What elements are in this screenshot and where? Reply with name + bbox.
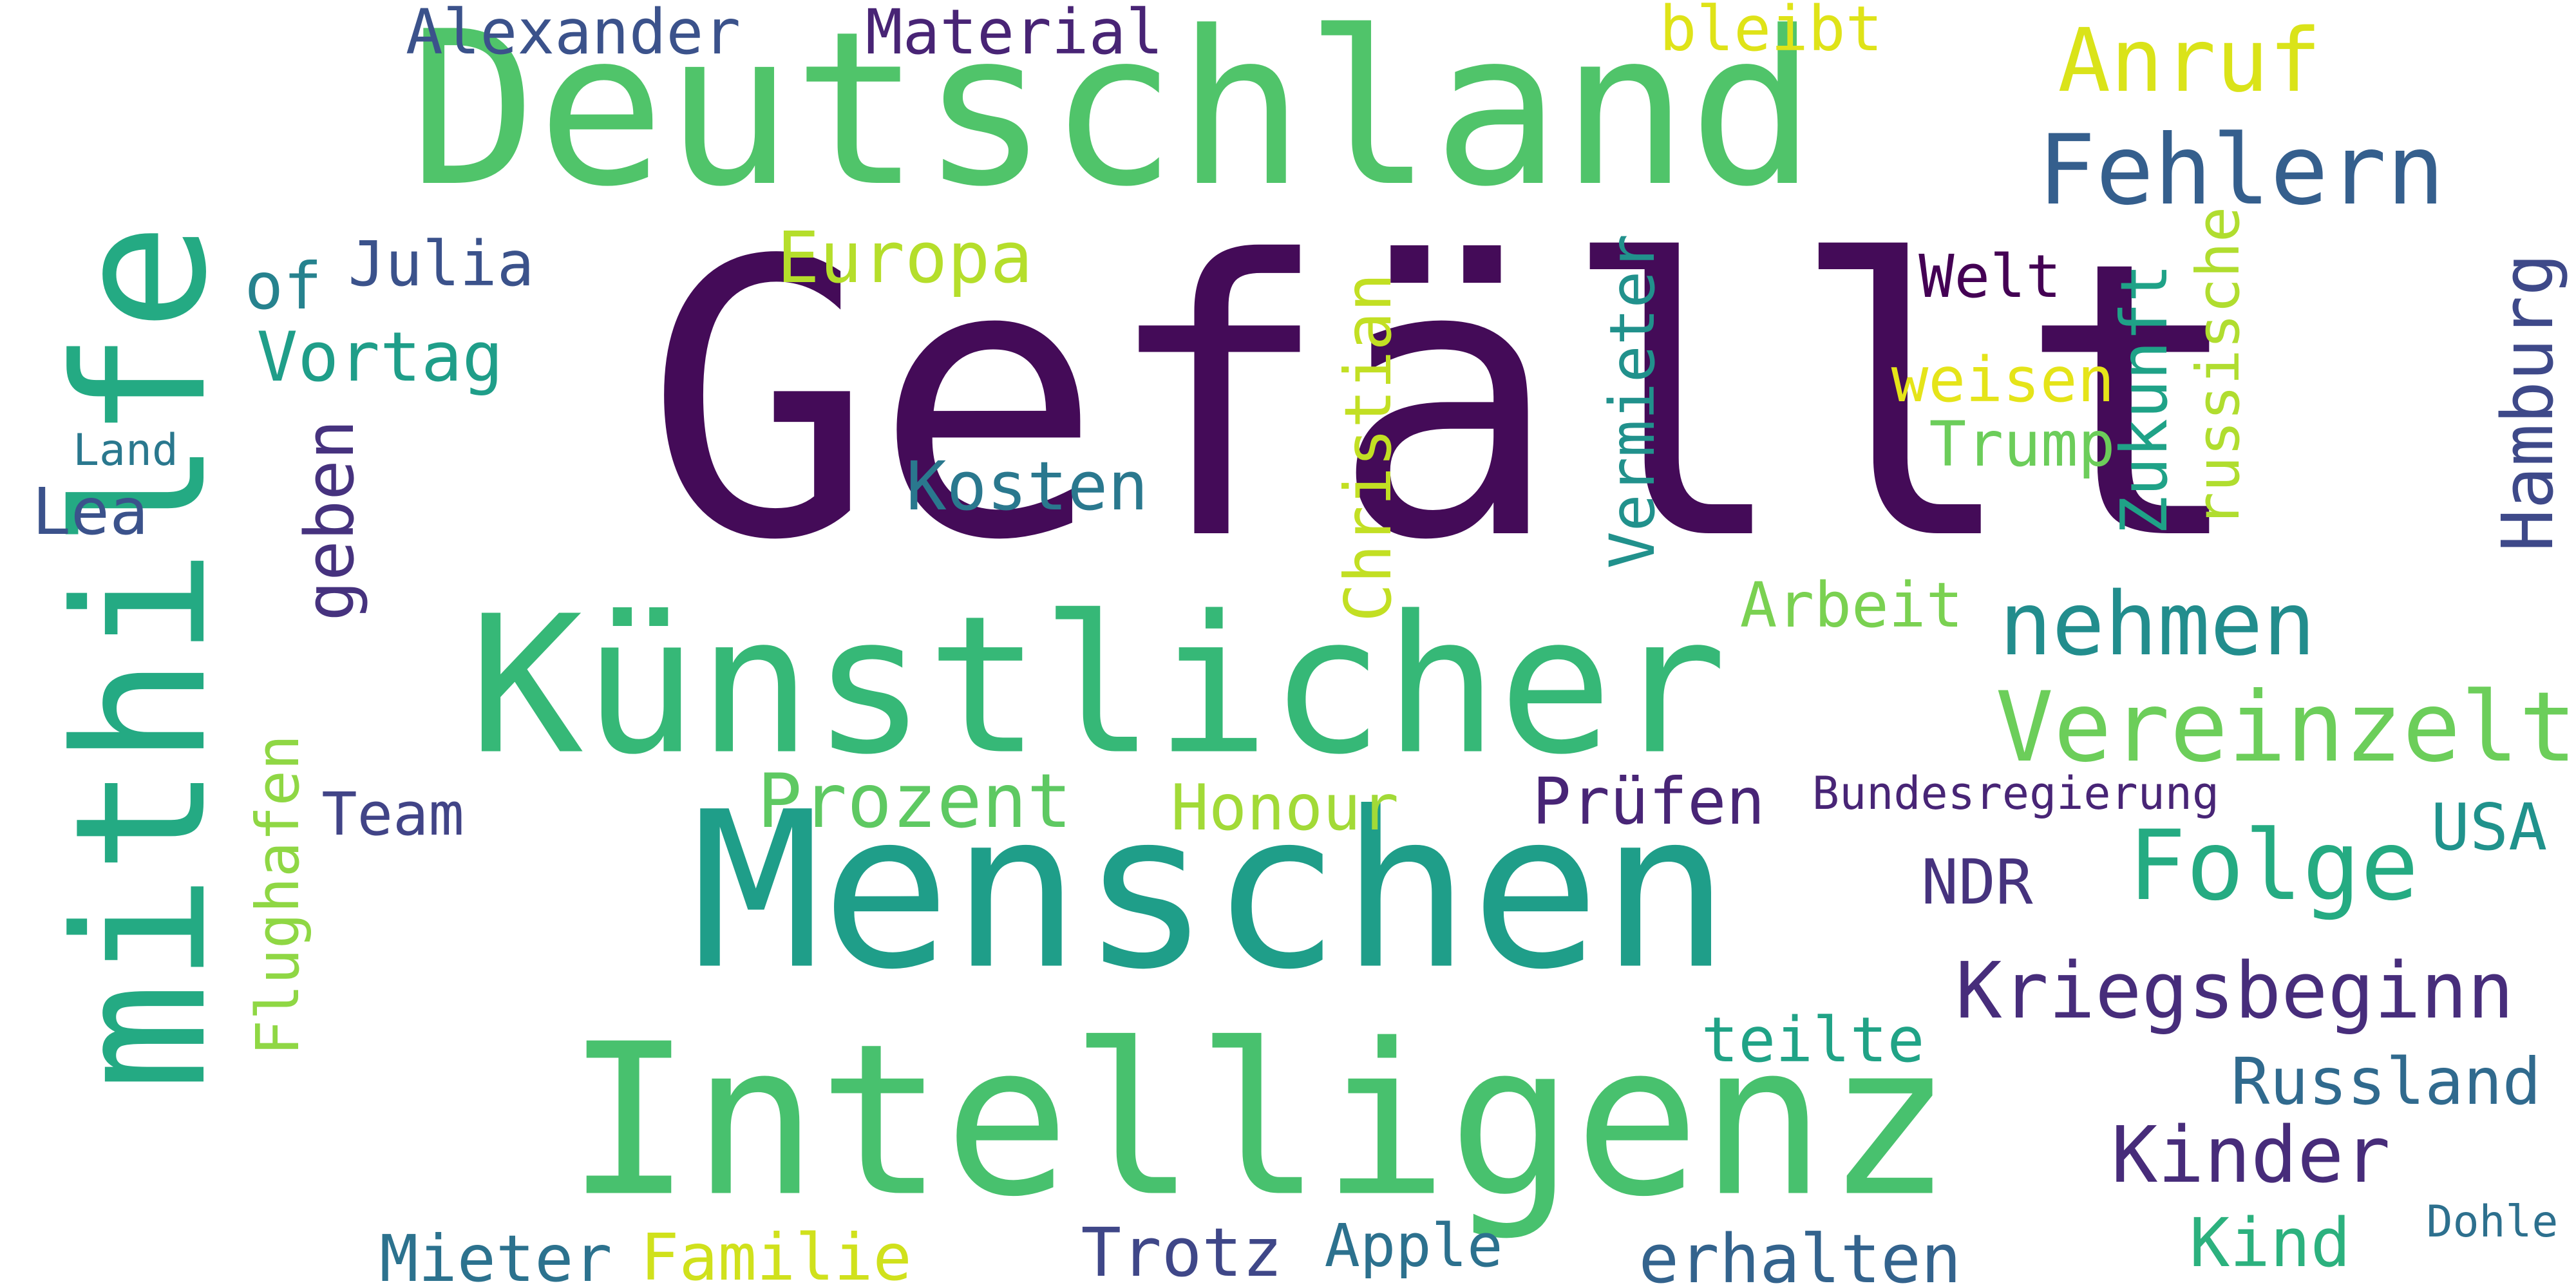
word-lea: Lea (32, 474, 149, 549)
word-apple: Apple (1324, 1211, 1503, 1280)
word-intelligenz: Intelligenz (565, 998, 1953, 1243)
word-kriegsbeginn: Kriegsbeginn (1955, 947, 2514, 1036)
word-ndr: NDR (1921, 846, 2033, 918)
word-nehmen: nehmen (1999, 574, 2316, 676)
word-folge: Folge (2128, 810, 2419, 922)
word-christian: Christian (1331, 273, 1406, 622)
word-weisen: weisen (1891, 344, 2115, 416)
word-mieter: Mieter (379, 1221, 612, 1288)
word-flughafen: Flughafen (243, 734, 312, 1056)
word-usa: USA (2430, 790, 2548, 865)
word-trotz: Trotz (1081, 1213, 1283, 1288)
word-kosten: Kosten (906, 447, 1148, 526)
word-familie: Familie (640, 1220, 912, 1288)
word-julia: Julia (348, 228, 535, 300)
word-gefallt: Gefällt (645, 181, 2247, 623)
word-hamburg: Hamburg (2486, 253, 2569, 552)
word-of: of (244, 249, 323, 324)
word-vermieter: Vermieter (1596, 233, 1669, 569)
word-europa: Europa (777, 216, 1033, 299)
word-arbeit: Arbeit (1739, 569, 1964, 641)
word-menschen: Menschen (691, 766, 1730, 1018)
word-geben: geben (290, 419, 369, 621)
word-fehlern: Fehlern (2037, 115, 2445, 227)
word-kunstlicher: Künstlicher (469, 574, 1727, 797)
word-dohle: Dohle (2426, 1197, 2559, 1247)
word-land: Land (73, 425, 178, 476)
word-vortag: Vortag (256, 317, 504, 397)
word-mithilfe: mithilfe (37, 222, 247, 1092)
word-alexander: Alexander (405, 0, 741, 68)
word-russische: russische (2184, 206, 2253, 528)
word-bleibt: bleibt (1659, 0, 1883, 65)
word-russland: Russland (2231, 1044, 2541, 1119)
word-trump: Trump (1929, 408, 2116, 480)
word-vereinzelt: Vereinzelt (1995, 672, 2576, 784)
word-anruf: Anruf (2058, 10, 2322, 112)
word-prufen: Prüfen (1532, 764, 1765, 839)
word-material: Material (865, 0, 1164, 68)
word-kind: Kind (2189, 1204, 2351, 1282)
word-bundesregierung: Bundesregierung (1812, 767, 2220, 820)
word-deutschland: Deutschland (409, 0, 1817, 233)
word-teilte: teilte (1701, 1004, 1925, 1076)
word-erhalten: erhalten (1638, 1220, 1962, 1288)
word-zukunft: Zukunft (2107, 263, 2182, 535)
word-honour: Honour (1170, 772, 1399, 845)
word-team: Team (321, 780, 464, 849)
word-kinder: Kinder (2111, 1111, 2391, 1200)
word-welt: Welt (1918, 242, 2061, 311)
word-prozent: Prozent (757, 758, 1072, 845)
